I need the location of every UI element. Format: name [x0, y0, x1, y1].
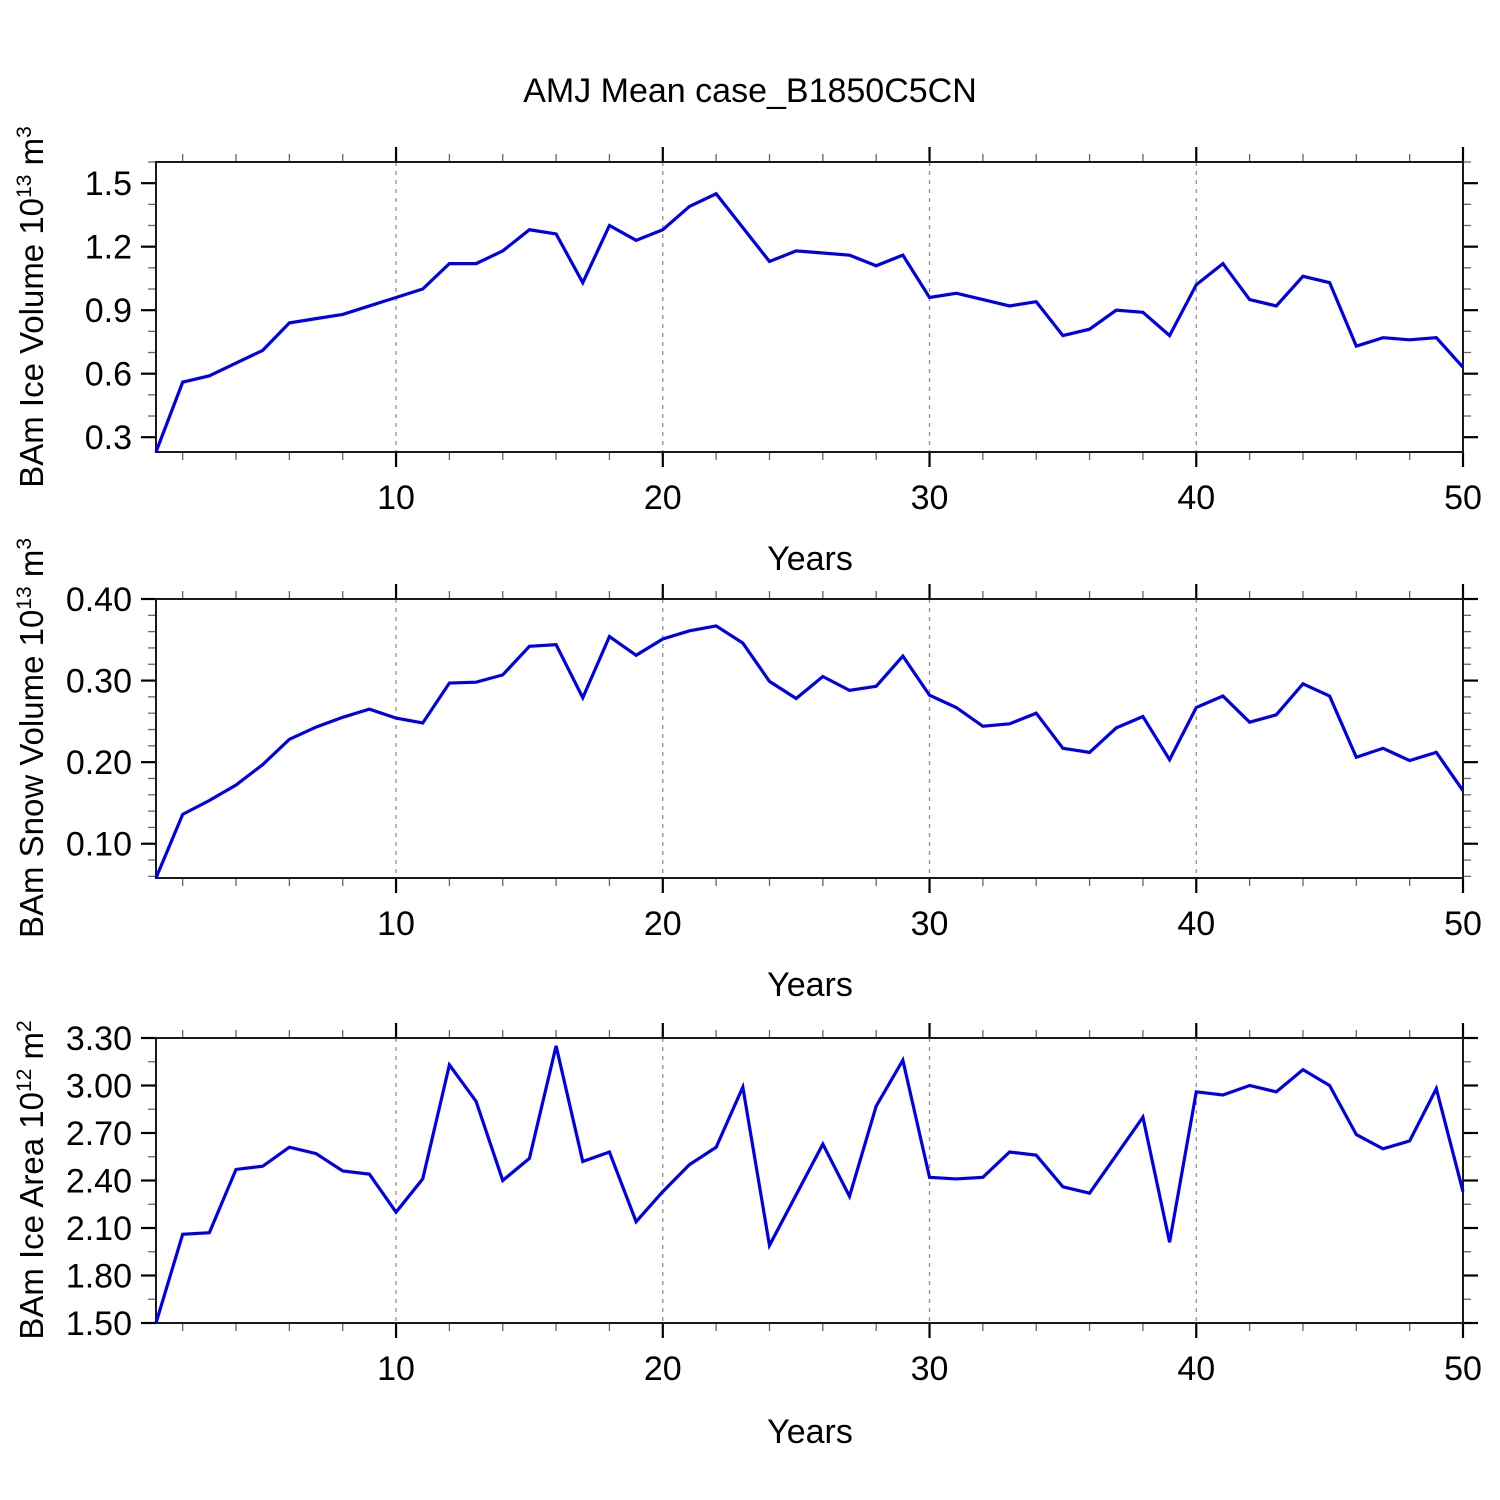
- x-tick-label: 10: [377, 1350, 415, 1388]
- ice-volume-plot: 10 20 30 40 50 0.3 0.6 0.9 1.2 1.5: [85, 147, 1482, 517]
- x-tick-label: 10: [377, 905, 415, 943]
- x-tick-label: 20: [644, 905, 682, 943]
- y-tick-label: 0.10: [66, 826, 132, 864]
- y-tick-label: 3.00: [66, 1068, 132, 1106]
- y-tick-label: 0.30: [66, 663, 132, 701]
- x-tick-label: 20: [644, 479, 682, 517]
- ylabel-exponent: 13: [13, 174, 36, 198]
- ylabel-text: BAm Snow Volume 10: [13, 609, 50, 939]
- y-tick-label: 0.6: [85, 356, 132, 394]
- y-tick-label: 2.10: [66, 1210, 132, 1248]
- snow-volume-plot: 10 20 30 40 50 0.10 0.20 0.30 0.40: [66, 581, 1482, 943]
- x-tick-label: 40: [1177, 905, 1215, 943]
- ice-volume-series-line: [154, 191, 1465, 453]
- y-tick-label: 0.20: [66, 744, 132, 782]
- ice-area-x-axis-label: Years: [767, 1413, 853, 1451]
- x-tick-label: 50: [1444, 905, 1482, 943]
- ice-area-plot: 10 20 30 40 50 1.50 1.80 2.10 2.40 2.70 3.00 3.30: [66, 1020, 1482, 1388]
- x-tick-label: 50: [1444, 479, 1482, 517]
- figure-title: AMJ Mean case_B1850C5CN: [523, 72, 977, 110]
- x-tick-label: 20: [644, 1350, 682, 1388]
- y-tick-label: 0.3: [85, 419, 132, 457]
- ylabel-unit-exponent: 3: [13, 126, 36, 138]
- snow-volume-x-axis-label: Years: [767, 966, 853, 1004]
- y-tick-label: 2.40: [66, 1163, 132, 1201]
- ylabel-text: BAm Ice Area 10: [13, 1092, 50, 1340]
- ylabel-unit: m: [13, 1032, 50, 1069]
- y-tick-label: 3.30: [66, 1020, 132, 1058]
- x-tick-label: 40: [1177, 479, 1215, 517]
- y-tick-label: 1.50: [66, 1305, 132, 1343]
- plot-frame: [155, 161, 1464, 453]
- x-tick-label: 40: [1177, 1350, 1215, 1388]
- y-tick-label: 0.40: [66, 581, 132, 619]
- ice-area-y-axis-label: BAm Ice Area 1012 m2: [13, 1020, 51, 1339]
- y-tick-label: 1.2: [85, 229, 132, 267]
- y-tick-label: 2.70: [66, 1115, 132, 1153]
- plot-frame: [155, 1037, 1464, 1324]
- ylabel-text: BAm Ice Volume 10: [13, 197, 50, 488]
- y-tick-label: 0.9: [85, 292, 132, 330]
- ice-volume-x-axis-label: Years: [767, 540, 853, 578]
- ylabel-unit: m: [13, 137, 50, 175]
- y-tick-label: 1.80: [66, 1258, 132, 1296]
- x-tick-label: 30: [911, 479, 949, 517]
- x-tick-label: 50: [1444, 1350, 1482, 1388]
- ylabel-unit-exponent: 3: [13, 537, 36, 550]
- x-tick-label: 10: [377, 479, 415, 517]
- ylabel-exponent: 13: [13, 586, 36, 610]
- ylabel-unit-exponent: 2: [13, 1020, 36, 1033]
- ice-volume-y-axis-label: BAm Ice Volume 1013 m3: [13, 126, 51, 488]
- ice-area-series-line: [154, 1045, 1465, 1324]
- ylabel-unit: m: [13, 549, 50, 587]
- snow-volume-series-line: [154, 624, 1465, 879]
- y-tick-label: 1.5: [85, 165, 132, 203]
- x-tick-label: 30: [911, 1350, 949, 1388]
- plot-frame: [155, 598, 1464, 879]
- ylabel-exponent: 12: [13, 1068, 36, 1093]
- x-tick-label: 30: [911, 905, 949, 943]
- snow-volume-y-axis-label: BAm Snow Volume 1013 m3: [13, 538, 51, 938]
